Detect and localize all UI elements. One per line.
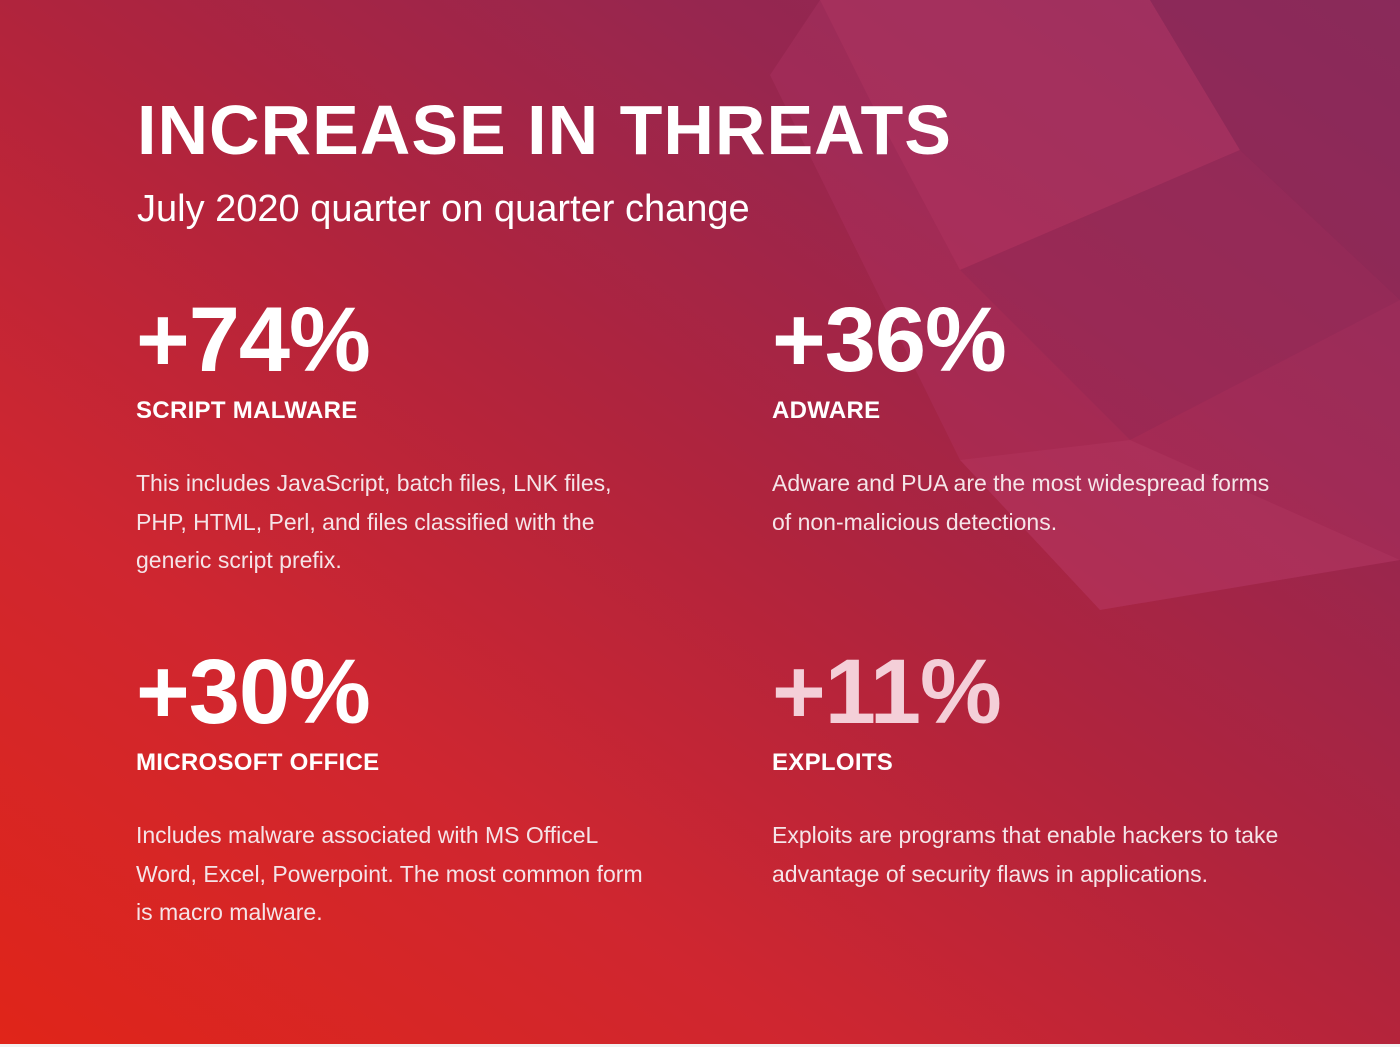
stat-microsoft-office: +30% MICROSOFT OFFICE Includes malware a… bbox=[136, 642, 676, 932]
stat-value: +11% bbox=[772, 641, 1002, 743]
page-subtitle: July 2020 quarter on quarter change bbox=[137, 188, 750, 230]
stat-value: +74% bbox=[136, 289, 371, 391]
stat-description: Includes malware associated with MS Offi… bbox=[136, 822, 643, 925]
stat-description: Exploits are programs that enable hacker… bbox=[772, 822, 1279, 887]
bottom-edge bbox=[0, 1044, 1400, 1047]
page-title: INCREASE IN THREATS bbox=[137, 91, 952, 169]
stat-label: EXPLOITS bbox=[772, 749, 894, 776]
background-facet-lower bbox=[960, 440, 1400, 610]
stat-label: ADWARE bbox=[772, 397, 881, 424]
background-facet-large bbox=[770, 0, 1400, 610]
background-facet-upper bbox=[820, 0, 1240, 270]
stat-exploits: +11% EXPLOITS Exploits are programs that… bbox=[772, 642, 1312, 893]
background-facet-right bbox=[1150, 0, 1400, 300]
stat-adware: +36% ADWARE Adware and PUA are the most … bbox=[772, 290, 1312, 541]
stat-label: SCRIPT MALWARE bbox=[136, 397, 358, 424]
stat-script-malware: +74% SCRIPT MALWARE This includes JavaSc… bbox=[136, 290, 676, 580]
stat-description: This includes JavaScript, batch files, L… bbox=[136, 470, 612, 573]
stat-value: +30% bbox=[136, 641, 371, 743]
stat-description: Adware and PUA are the most widespread f… bbox=[772, 470, 1270, 535]
stat-label: MICROSOFT OFFICE bbox=[136, 749, 380, 776]
stat-value: +36% bbox=[772, 289, 1007, 391]
background-facet-middle bbox=[960, 150, 1400, 440]
